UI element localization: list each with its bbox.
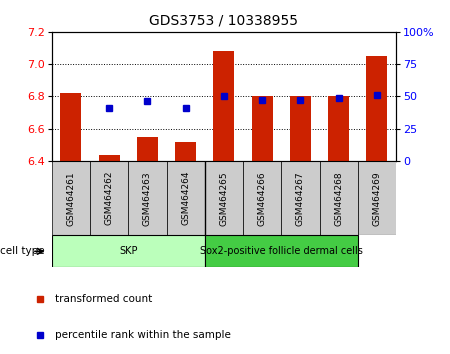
Bar <box>320 161 358 235</box>
Text: cell type: cell type <box>0 246 45 256</box>
Bar <box>205 161 243 235</box>
Bar <box>52 161 90 235</box>
Title: GDS3753 / 10338955: GDS3753 / 10338955 <box>149 14 298 28</box>
Text: GSM464262: GSM464262 <box>104 171 113 225</box>
Text: GSM464268: GSM464268 <box>334 171 343 225</box>
Text: percentile rank within the sample: percentile rank within the sample <box>55 330 231 339</box>
Text: GSM464261: GSM464261 <box>67 171 76 225</box>
Text: transformed count: transformed count <box>55 295 152 304</box>
Text: GSM464263: GSM464263 <box>143 171 152 225</box>
Bar <box>60 93 81 161</box>
Text: Sox2-positive follicle dermal cells: Sox2-positive follicle dermal cells <box>200 246 363 256</box>
Bar <box>205 235 358 267</box>
Bar <box>366 56 387 161</box>
Bar <box>166 161 205 235</box>
Text: SKP: SKP <box>119 246 138 256</box>
Bar <box>358 161 396 235</box>
Bar <box>175 142 196 161</box>
Bar <box>128 161 166 235</box>
Bar <box>328 97 349 161</box>
Text: GSM464267: GSM464267 <box>296 171 305 225</box>
Bar <box>243 161 281 235</box>
Bar <box>213 51 234 161</box>
Bar <box>137 137 158 161</box>
Text: GSM464266: GSM464266 <box>257 171 266 225</box>
Bar <box>52 235 205 267</box>
Text: GSM464269: GSM464269 <box>373 171 382 225</box>
Bar <box>99 155 120 161</box>
Bar <box>90 161 128 235</box>
Text: GSM464265: GSM464265 <box>220 171 228 225</box>
Bar <box>252 97 273 161</box>
Bar <box>290 97 311 161</box>
Text: GSM464264: GSM464264 <box>181 171 190 225</box>
Bar <box>281 161 320 235</box>
